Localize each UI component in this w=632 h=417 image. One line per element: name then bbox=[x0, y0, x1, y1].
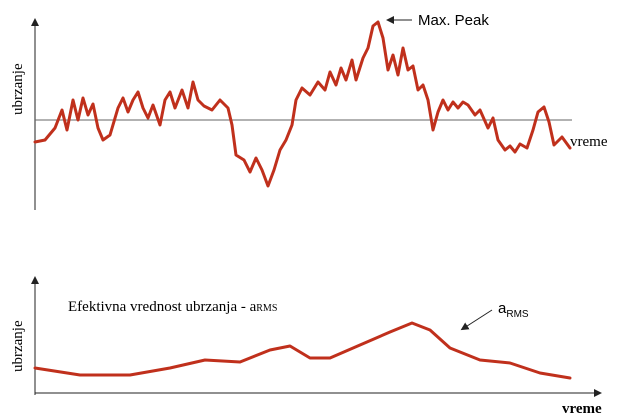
rms-arrow bbox=[460, 309, 493, 331]
rms-a: a bbox=[498, 300, 507, 317]
top-plot: ubrzanje vreme Max. Peak bbox=[10, 12, 608, 210]
y-label: ubrzanje bbox=[10, 320, 26, 372]
caption: Efektivna vrednost ubrzanja - aRMS bbox=[68, 299, 277, 315]
signal bbox=[33, 20, 572, 188]
rms-curve bbox=[33, 321, 572, 380]
peak-label: Max. Peak bbox=[418, 12, 489, 29]
x-label: vreme bbox=[562, 401, 602, 417]
x-label: vreme bbox=[570, 134, 608, 150]
rms-sub: RMS bbox=[506, 309, 529, 320]
y-label: ubrzanje bbox=[10, 63, 26, 115]
caption-text: Efektivna vrednost ubrzanja - a bbox=[68, 299, 257, 315]
bottom-plot: ubrzanje vreme Efektivna vrednost ubrzan… bbox=[10, 276, 602, 417]
caption-sub: RMS bbox=[256, 303, 277, 314]
rms-label: aRMS bbox=[498, 300, 529, 320]
